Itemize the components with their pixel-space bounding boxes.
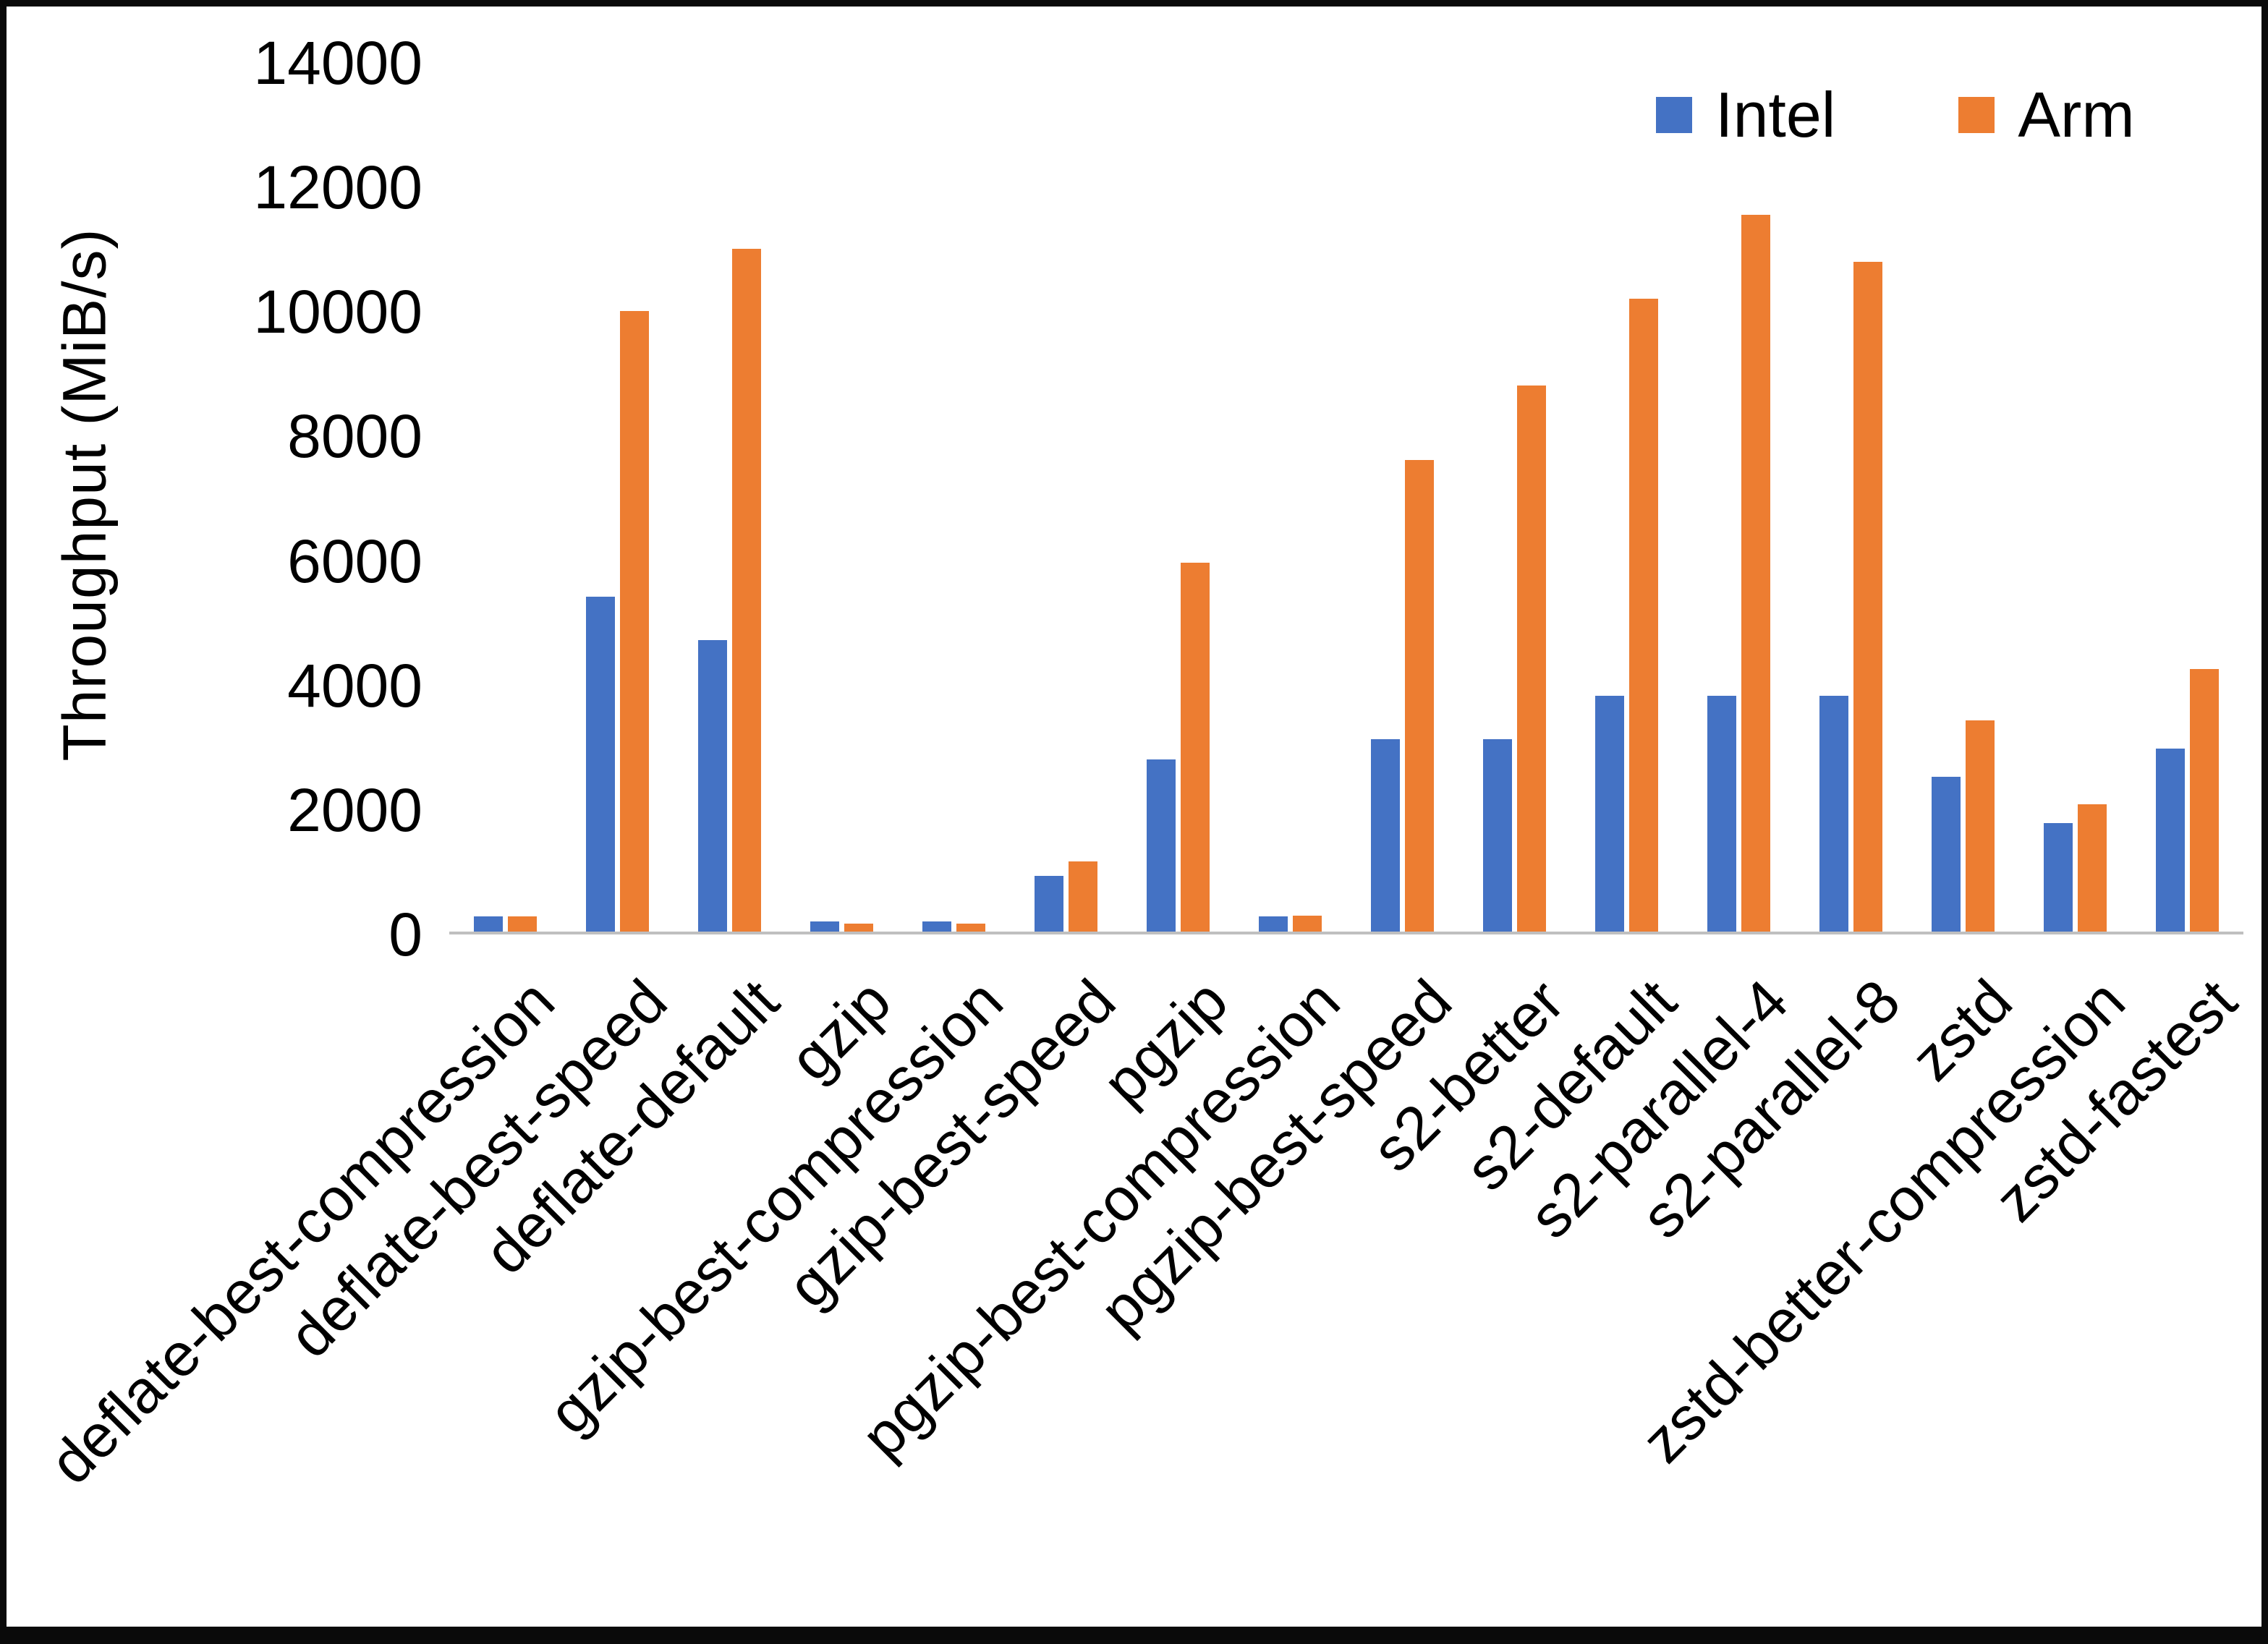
bar-group-deflate-best-speed [561, 63, 674, 932]
legend-item-intel: Intel [1656, 83, 1835, 147]
legend: Intel Arm [1656, 83, 2135, 147]
bar-arm-zstd-fastest [2190, 669, 2219, 932]
legend-label-intel: Intel [1715, 79, 1836, 150]
legend-swatch-intel [1656, 97, 1692, 133]
bar-intel-gzip-best-speed [1035, 875, 1063, 932]
bar-intel-deflate-default [698, 639, 727, 932]
y-tick-label: 14000 [253, 29, 422, 97]
bar-arm-deflate-best-compression [508, 916, 537, 932]
bar-arm-s2-parallel-4 [1741, 215, 1770, 932]
y-tick-label: 4000 [287, 651, 422, 720]
bar-arm-s2-default [1629, 299, 1658, 932]
y-axis-ticks: 0 2000 4000 6000 8000 10000 12000 14000 [7, 33, 422, 965]
bar-intel-s2-better [1483, 739, 1512, 932]
y-tick-label: 12000 [253, 153, 422, 222]
bar-intel-deflate-best-speed [586, 596, 615, 932]
bar-arm-zstd [1966, 720, 1995, 932]
bar-arm-gzip-best-speed [1069, 861, 1097, 932]
bar-intel-pgzip [1147, 759, 1176, 932]
bar-arm-zstd-better-compression [2078, 804, 2107, 932]
bar-group-zstd-fastest [2131, 63, 2243, 932]
plot-area [449, 63, 2243, 934]
bar-group-s2-parallel-4 [1683, 63, 1795, 932]
bar-intel-s2-parallel-4 [1707, 696, 1736, 932]
bar-intel-gzip-best-compression [922, 921, 951, 932]
legend-item-arm: Arm [1958, 79, 2135, 150]
bar-intel-deflate-best-compression [474, 916, 503, 932]
bar-arm-gzip [844, 923, 873, 932]
y-tick-label: 10000 [253, 278, 422, 346]
y-tick-label: 0 [388, 900, 422, 968]
bar-intel-pgzip-best-compression [1259, 916, 1288, 932]
y-tick-label: 2000 [287, 775, 422, 844]
bar-intel-zstd [1932, 776, 1961, 932]
y-tick-label: 8000 [287, 402, 422, 471]
bar-group-s2-better [1458, 63, 1571, 932]
bar-intel-s2-default [1595, 696, 1624, 932]
bar-group-s2-parallel-8 [1795, 63, 1907, 932]
bar-group-gzip-best-speed [1010, 63, 1122, 932]
bar-group-gzip-best-compression [898, 63, 1010, 932]
bar-group-zstd [1907, 63, 2019, 932]
bar-group-pgzip-best-speed [1346, 63, 1458, 932]
bar-arm-pgzip [1181, 562, 1210, 932]
bar-arm-deflate-best-speed [620, 311, 649, 932]
bar-intel-zstd-fastest [2156, 748, 2185, 932]
y-tick-label: 6000 [287, 527, 422, 595]
bar-group-gzip [786, 63, 898, 932]
bar-group-zstd-better-compression [2019, 63, 2131, 932]
legend-swatch-arm [1958, 97, 1995, 133]
bar-intel-pgzip-best-speed [1371, 739, 1400, 932]
bar-intel-zstd-better-compression [2044, 822, 2073, 932]
bar-arm-pgzip-best-speed [1405, 460, 1434, 932]
bar-group-pgzip [1122, 63, 1234, 932]
bar-intel-s2-parallel-8 [1819, 696, 1848, 932]
bar-group-deflate-default [674, 63, 786, 932]
legend-label-arm: Arm [2018, 79, 2135, 150]
bar-arm-s2-better [1517, 386, 1546, 932]
x-axis-labels: deflate-best-compression deflate-best-spe… [7, 940, 2261, 1627]
bar-arm-gzip-best-compression [956, 923, 985, 932]
bar-arm-s2-parallel-8 [1853, 261, 1882, 932]
bar-arm-pgzip-best-compression [1293, 915, 1322, 932]
bar-group-deflate-best-compression [449, 63, 561, 932]
bar-group-s2-default [1571, 63, 1683, 932]
bar-intel-gzip [810, 921, 839, 932]
bar-arm-deflate-default [732, 249, 761, 932]
bar-group-pgzip-best-compression [1234, 63, 1346, 932]
